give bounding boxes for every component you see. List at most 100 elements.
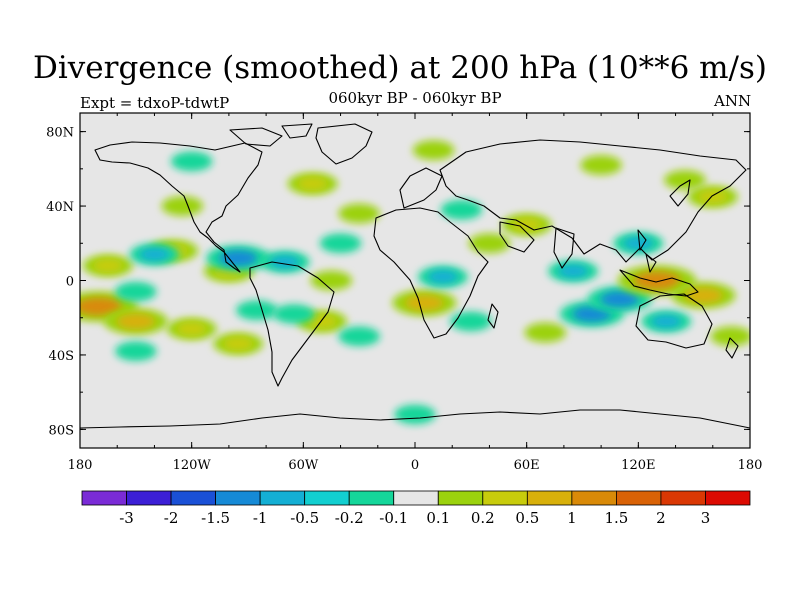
- colorbar-swatch: [81, 490, 127, 506]
- season-label: ANN: [714, 92, 752, 110]
- field-blob-core: [218, 250, 258, 266]
- field-blob-core: [651, 314, 682, 329]
- colorbar-swatch: [126, 490, 172, 506]
- divergence-field: [80, 140, 750, 425]
- field-blob: [338, 326, 380, 347]
- coastline-india: [553, 227, 575, 269]
- colorbar-label: -0.5: [290, 509, 319, 527]
- colorbar-label: 1.5: [604, 509, 628, 527]
- colorbar-label: 2: [656, 509, 666, 527]
- field-blob: [664, 170, 706, 190]
- lon-tick-label: 120W: [173, 458, 212, 473]
- field-blob-core: [176, 322, 207, 336]
- coastline-eurasia: [439, 139, 747, 263]
- colorbar-swatch: [616, 490, 662, 506]
- colorbar-swatch: [660, 490, 706, 506]
- experiment-label: Expt = tdxoP-tdwtP: [80, 94, 230, 112]
- coastline-antarctica: [80, 409, 750, 429]
- colorbar-swatch: [304, 490, 350, 506]
- field-blob: [468, 233, 511, 254]
- coastline-north-america: [94, 141, 263, 273]
- map-axes: 180 120W 60W 0 60E 120E 180 80N 40N 0 40S 80S: [46, 113, 762, 473]
- field-blob-core: [297, 177, 328, 191]
- colorbar-swatch: [526, 490, 573, 506]
- lat-tick-label: 40S: [49, 349, 74, 364]
- field-blob-core: [139, 247, 170, 262]
- coastline-south-america: [249, 261, 335, 387]
- lat-tick-label: 0: [66, 275, 74, 290]
- lon-tick-label: 60E: [514, 458, 540, 473]
- field-blob: [170, 151, 213, 172]
- field-blob: [319, 233, 362, 254]
- field-blob: [115, 341, 157, 362]
- field-blob-core: [405, 295, 444, 311]
- colorbar-label: 0.2: [471, 509, 495, 527]
- coastline-australia: [635, 293, 713, 349]
- field-blob: [310, 270, 353, 291]
- field-blob: [394, 404, 436, 425]
- lat-tick-label: 80S: [49, 423, 74, 438]
- colorbar-label: -3: [119, 509, 134, 527]
- field-blob-core: [572, 306, 612, 322]
- field-blob: [273, 304, 315, 324]
- colorbar-swatch: [437, 490, 484, 506]
- chart-title: Divergence (smoothed) at 200 hPa (10**6 …: [33, 50, 767, 86]
- colorbar-swatch: [170, 490, 216, 506]
- colorbar: -3 -2 -1.5 -1 -0.5 -0.2 -0.1 0.1 0.2 0.5 1 1.5 2 3: [81, 490, 751, 527]
- field-blob: [338, 203, 380, 224]
- colorbar-label: -0.2: [335, 509, 364, 527]
- lon-tick-label: 0: [411, 458, 419, 473]
- coastline-greenland: [315, 123, 373, 165]
- lon-tick-label: 120E: [621, 458, 655, 473]
- field-blob-core: [558, 264, 589, 278]
- coastline-arctic-islands: [229, 123, 313, 147]
- field-blob: [412, 140, 455, 161]
- lon-tick-label: 60W: [288, 458, 319, 473]
- field-blob-core: [116, 313, 156, 330]
- colorbar-label: 3: [701, 509, 711, 527]
- field-blob-core: [600, 291, 639, 307]
- period-label: 060kyr BP - 060kyr BP: [328, 89, 502, 107]
- colorbar-swatch: [393, 490, 439, 506]
- field-blob-core: [223, 337, 254, 351]
- colorbar-label: -0.1: [379, 509, 408, 527]
- field-blob-core: [633, 271, 681, 290]
- colorbar-label: -1: [253, 509, 268, 527]
- field-blob: [115, 281, 157, 302]
- field-blob: [440, 199, 483, 220]
- colorbar-swatch: [259, 490, 306, 506]
- coastline-indonesia: [619, 229, 699, 297]
- lat-tick-label: 40N: [46, 200, 74, 215]
- coastline-japan: [669, 179, 691, 207]
- lon-tick-label: 180: [738, 458, 763, 473]
- colorbar-swatch: [482, 490, 528, 506]
- field-blob-core: [92, 259, 123, 273]
- field-blob-core: [684, 287, 723, 304]
- field-blob: [524, 322, 567, 343]
- colorbar-label: 0.1: [426, 509, 450, 527]
- field-blob-core: [306, 314, 337, 329]
- field-blob: [236, 300, 278, 321]
- coastline-madagascar: [487, 303, 499, 329]
- field-blob: [450, 311, 492, 332]
- lat-tick-label: 80N: [46, 126, 74, 141]
- colorbar-label: -2: [164, 509, 179, 527]
- colorbar-swatch: [348, 490, 395, 506]
- colorbar-swatch: [705, 490, 751, 506]
- coastlines: [80, 123, 750, 429]
- colorbar-label: 1: [567, 509, 577, 527]
- field-blob-core: [427, 270, 458, 284]
- field-blob: [161, 196, 204, 216]
- colorbar-label: -1.5: [201, 509, 230, 527]
- coastline-new-zealand: [725, 337, 739, 359]
- field-blob: [580, 155, 622, 175]
- colorbar-swatch: [571, 490, 617, 506]
- colorbar-label: 0.5: [515, 509, 539, 527]
- coastline-arabia: [499, 221, 535, 253]
- field-blob-core: [80, 297, 123, 316]
- field-blob: [710, 326, 750, 347]
- coastline-europe-africa: [373, 167, 489, 339]
- colorbar-swatch: [215, 490, 261, 506]
- lon-tick-label: 180: [68, 458, 93, 473]
